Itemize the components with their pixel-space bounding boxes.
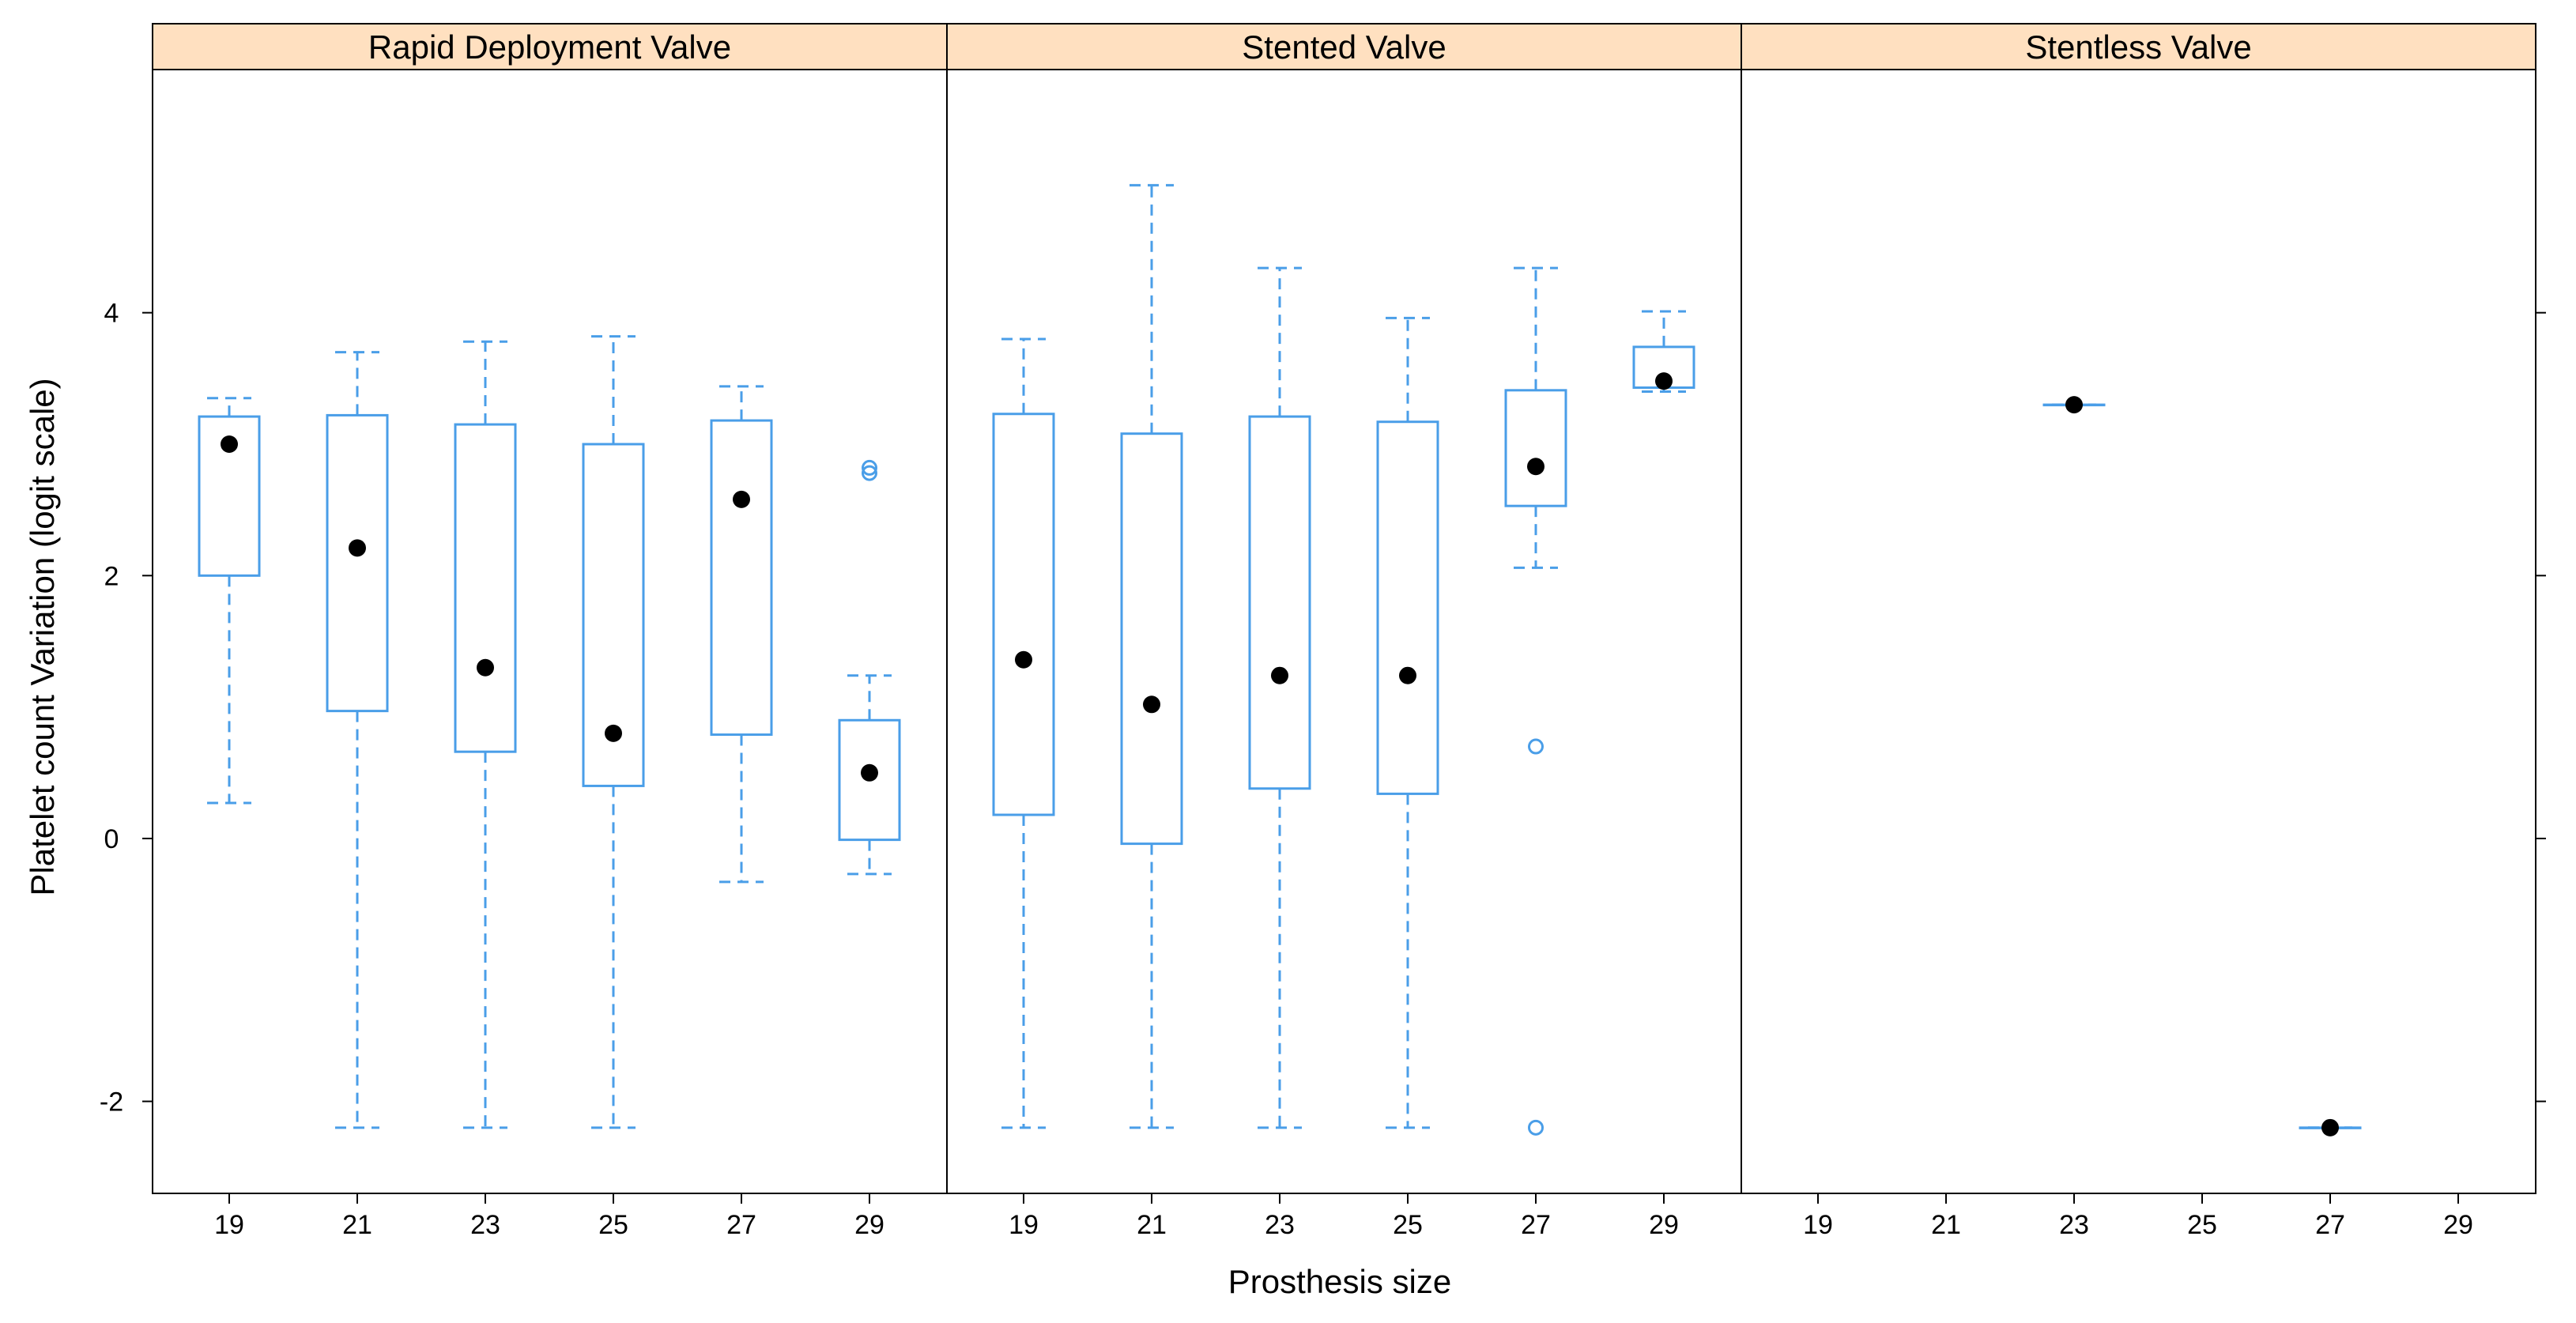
median-dot bbox=[1015, 650, 1032, 669]
median-dot bbox=[861, 763, 878, 782]
box-27 bbox=[710, 385, 773, 884]
box-21 bbox=[1120, 183, 1183, 1129]
median-dot bbox=[1271, 666, 1288, 684]
box-19 bbox=[198, 397, 261, 805]
box-23 bbox=[1248, 266, 1311, 1129]
x-tick-label: 21 bbox=[1137, 1210, 1167, 1240]
y-tick-label: 0 bbox=[104, 824, 119, 854]
box-body bbox=[1248, 415, 1311, 790]
box-body bbox=[992, 413, 1055, 816]
box-29 bbox=[1632, 310, 1695, 393]
x-tick-label: 21 bbox=[342, 1210, 372, 1240]
x-tick-label: 25 bbox=[598, 1210, 628, 1240]
median-dot bbox=[733, 490, 750, 508]
median-dot bbox=[1527, 458, 1544, 476]
x-tick-label: 19 bbox=[1009, 1210, 1039, 1240]
panel-strip bbox=[152, 23, 948, 70]
panel-strip-label: Rapid Deployment Valve bbox=[368, 28, 731, 66]
x-tick-label: 21 bbox=[1931, 1210, 1961, 1240]
panel-frame bbox=[1741, 69, 2536, 1194]
x-tick-label: 23 bbox=[1265, 1210, 1295, 1240]
median-dot bbox=[605, 724, 622, 742]
box-23 bbox=[454, 340, 517, 1129]
x-tick-label: 23 bbox=[470, 1210, 500, 1240]
panel-2: Stentless Valve 19 21 23 25 27 29 bbox=[1741, 23, 2536, 1240]
median-dot bbox=[1399, 666, 1416, 684]
box-body bbox=[326, 413, 389, 713]
x-tick-label: 29 bbox=[2443, 1210, 2473, 1240]
median-dot bbox=[2065, 396, 2083, 414]
box-body bbox=[198, 415, 261, 577]
box-body bbox=[838, 718, 901, 842]
median-dot bbox=[1655, 372, 1673, 390]
outlier-point bbox=[1528, 738, 1544, 755]
median-dot bbox=[477, 658, 494, 677]
panel-frame bbox=[152, 69, 948, 1194]
box-25 bbox=[1376, 316, 1439, 1129]
x-tick-label: 23 bbox=[2059, 1210, 2089, 1240]
box-body bbox=[454, 423, 517, 753]
x-tick-label: 19 bbox=[214, 1210, 244, 1240]
box-body bbox=[582, 443, 645, 787]
box-27 bbox=[1504, 266, 1567, 1136]
median-dot bbox=[2321, 1118, 2339, 1136]
x-tick-label: 27 bbox=[726, 1210, 756, 1240]
x-tick-label: 29 bbox=[1649, 1210, 1679, 1240]
median-dot bbox=[1143, 695, 1160, 714]
panel-strip-label: Stented Valve bbox=[1242, 28, 1446, 66]
box-body bbox=[1376, 420, 1439, 795]
x-tick-label: 19 bbox=[1803, 1210, 1833, 1240]
outlier-point bbox=[1528, 1119, 1544, 1136]
y-tick-label: 2 bbox=[104, 561, 119, 591]
panel-frame bbox=[946, 69, 1742, 1194]
y-tick-label: 4 bbox=[104, 299, 119, 329]
x-tick-label: 27 bbox=[1521, 1210, 1551, 1240]
box-21 bbox=[326, 351, 389, 1129]
box-23 bbox=[2042, 396, 2106, 414]
y-axis-title: Platelet count Variation (logit scale) bbox=[24, 378, 61, 895]
x-tick-label: 27 bbox=[2315, 1210, 2345, 1240]
box-19 bbox=[992, 337, 1055, 1129]
median-dot bbox=[221, 435, 238, 453]
panel-strip-label: Stentless Valve bbox=[2025, 28, 2251, 66]
x-tick-label: 25 bbox=[1393, 1210, 1423, 1240]
y-axis: -2 0 2 4 bbox=[100, 299, 2546, 1118]
panel-1: Stented Valve 19 21 23 25 27 29 bbox=[946, 23, 1742, 1240]
y-tick-label: -2 bbox=[100, 1087, 123, 1118]
panel-0: Rapid Deployment Valve 19 21 23 25 27 29 bbox=[152, 23, 948, 1240]
box-body bbox=[1120, 432, 1183, 846]
x-axis-title: Prosthesis size bbox=[1228, 1263, 1451, 1300]
outlier-point bbox=[862, 459, 877, 476]
outlier-point bbox=[862, 465, 877, 481]
x-tick-label: 29 bbox=[854, 1210, 884, 1240]
box-27 bbox=[2299, 1118, 2362, 1136]
box-25 bbox=[582, 335, 645, 1129]
x-tick-label: 25 bbox=[2187, 1210, 2217, 1240]
box-body bbox=[1504, 389, 1567, 507]
box-body bbox=[710, 419, 773, 737]
box-29 bbox=[838, 459, 901, 876]
median-dot bbox=[349, 539, 366, 557]
